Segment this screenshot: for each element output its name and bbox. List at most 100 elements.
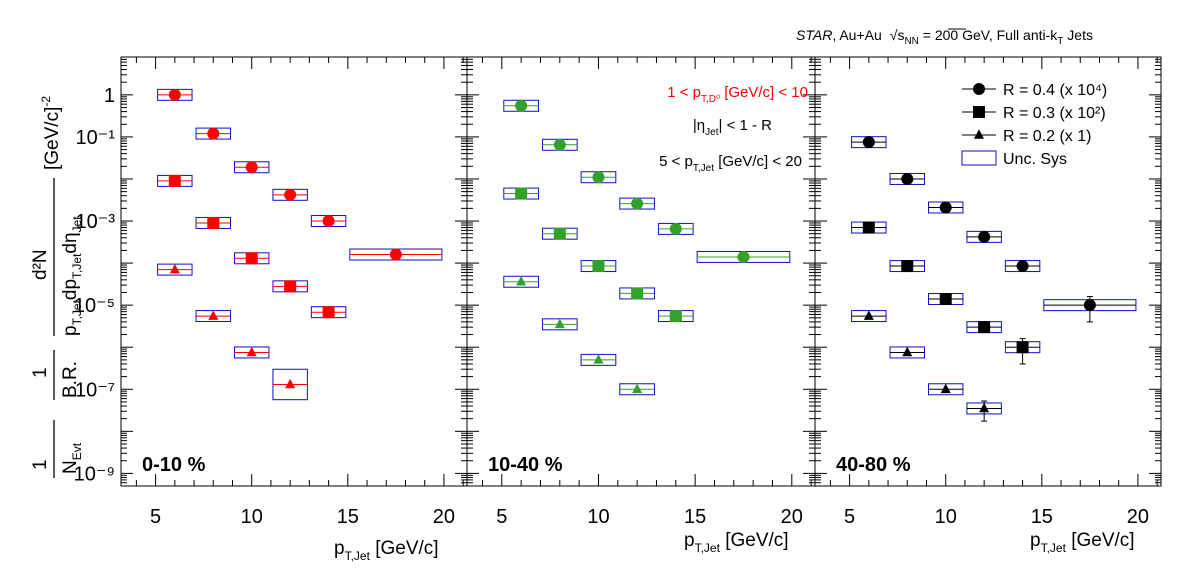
x-tick-label: 20 bbox=[1127, 506, 1149, 528]
x-tick-label: 20 bbox=[781, 506, 803, 528]
x-tick-label: 20 bbox=[433, 506, 455, 528]
x-axis-title-1: pT,Jet [GeV/c] bbox=[334, 538, 439, 563]
svg-text:B.R.: B.R. bbox=[60, 361, 81, 398]
data-point-triangle bbox=[169, 263, 180, 274]
panel-3: 5 10 15 20 40-80 % bbox=[814, 56, 1162, 528]
series-circle bbox=[851, 136, 1137, 323]
y-title-nevt: N bbox=[60, 460, 81, 474]
svg-text:5 < pT,Jet [GeV/c] < 20: 5 < pT,Jet [GeV/c] < 20 bbox=[659, 153, 802, 174]
header-sqrt-symbol: √ bbox=[890, 27, 898, 43]
data-point-square bbox=[669, 310, 682, 323]
y-tick-label: 10⁻¹ bbox=[76, 127, 116, 149]
header-energy-s: s bbox=[897, 27, 904, 43]
svg-text:1: 1 bbox=[30, 459, 51, 470]
data-point-circle bbox=[669, 222, 682, 235]
data-point-circle bbox=[592, 171, 605, 184]
info-line3-sub: T,Jet bbox=[693, 163, 714, 174]
data-point-triangle bbox=[285, 378, 296, 389]
series-triangle bbox=[851, 310, 1002, 422]
data-point-square bbox=[901, 260, 914, 273]
x-tick-label: 10 bbox=[935, 506, 957, 528]
y-title-denom-deta: dη bbox=[60, 232, 81, 253]
y-axis-title: 1 NEvt 1 B.R. d²N pT,JetdpT,JetdηJet [Ge… bbox=[30, 96, 84, 478]
series-square bbox=[503, 187, 694, 323]
data-point-circle bbox=[245, 161, 258, 174]
legend-marker-triangle bbox=[974, 129, 984, 139]
y-tick-label: 10⁻⁷ bbox=[75, 379, 115, 401]
x-tick-label: 5 bbox=[844, 506, 855, 528]
data-point-square bbox=[207, 216, 220, 229]
y-title-one-a: 1 bbox=[30, 459, 51, 470]
legend-item-circle: R = 0.4 (x 10⁴) bbox=[962, 82, 1107, 99]
x-tick-label: 5 bbox=[496, 506, 507, 528]
panel-1: 5 10 15 20 1 10⁻¹ 10⁻³ 10⁻⁵ 10⁻⁷ 10⁻⁹ 0-10 % bbox=[74, 56, 468, 528]
y-tick-label: 1 bbox=[104, 85, 115, 107]
legend-label: R = 0.2 (x 1) bbox=[1003, 128, 1091, 145]
legend-item-box: Unc. Sys bbox=[961, 150, 1067, 168]
svg-text:|ηJet| < 1 - R: |ηJet| < 1 - R bbox=[693, 117, 772, 138]
panel-frame-3 bbox=[814, 56, 1162, 487]
svg-text:1 < pT,D⁰ [GeV/c] < 10: 1 < pT,D⁰ [GeV/c] < 10 bbox=[667, 84, 808, 105]
header-energy-sub: NN bbox=[904, 36, 918, 47]
data-point-triangle bbox=[940, 383, 951, 394]
panel-2: 5 10 15 20 10-40 % bbox=[466, 56, 816, 528]
y-title-nevt-sub: Evt bbox=[70, 442, 84, 460]
series-circle bbox=[503, 99, 791, 263]
header-energy-tail: Jets bbox=[1063, 27, 1093, 43]
x-axis-title-3: pT,Jet [GeV/c] bbox=[1030, 530, 1135, 555]
legend-marker-square bbox=[973, 106, 985, 118]
data-point-square bbox=[978, 321, 991, 334]
svg-text:STAR, Au+Au√sNN = 200 GeV, Ful: STAR, Au+Au √sNN = 200 GeV, Full anti-kT … bbox=[796, 27, 1093, 47]
legend-marker-circle bbox=[973, 83, 985, 95]
info-line2-sub: Jet bbox=[705, 127, 719, 138]
header-system: , Au+Au bbox=[832, 27, 881, 43]
panel-label-1: 0-10 % bbox=[142, 454, 206, 476]
legend-label: R = 0.3 (x 10²) bbox=[1003, 105, 1106, 122]
data-point-circle bbox=[168, 88, 181, 101]
data-point-square bbox=[245, 252, 258, 265]
data-point-triangle bbox=[208, 310, 219, 320]
y-title-br: B.R. bbox=[60, 361, 81, 398]
series-circle bbox=[157, 88, 443, 261]
x-title-sub-2: T,Jet bbox=[695, 541, 721, 555]
svg-text:d²N: d²N bbox=[30, 249, 51, 280]
data-point-circle bbox=[978, 230, 991, 243]
data-point-circle bbox=[862, 136, 875, 149]
data-point-circle bbox=[737, 250, 750, 263]
x-title-p-1: p bbox=[334, 538, 345, 559]
panel-label-2: 10-40 % bbox=[488, 454, 563, 476]
y-title-denom-sub3: Jet bbox=[70, 216, 84, 233]
header-k-sub: T bbox=[1057, 36, 1063, 47]
data-point-triangle bbox=[902, 346, 913, 357]
series-square bbox=[157, 174, 347, 319]
y-title-denom-sub2: T,Jet bbox=[70, 253, 84, 279]
data-point-circle bbox=[553, 138, 566, 151]
y-title-denom-sub: T,Jet bbox=[70, 299, 84, 325]
y-title-denom-p: p bbox=[60, 325, 81, 336]
data-point-circle bbox=[1016, 260, 1029, 273]
legend: R = 0.4 (x 10⁴) R = 0.3 (x 10²) R = 0.2 (x… bbox=[961, 82, 1107, 168]
data-point-circle bbox=[207, 127, 220, 140]
data-point-square bbox=[631, 287, 644, 300]
info-line3-a: 5 < p bbox=[659, 153, 693, 170]
data-point-triangle bbox=[516, 276, 527, 286]
y-title-units-exp: -2 bbox=[39, 96, 53, 107]
info-line1-a: 1 < p bbox=[667, 84, 701, 101]
data-point-circle bbox=[901, 172, 914, 185]
y-title-one-b: 1 bbox=[30, 367, 51, 378]
data-point-triangle bbox=[632, 383, 643, 394]
x-tick-label: 15 bbox=[1031, 506, 1053, 528]
data-point-square bbox=[1016, 341, 1029, 354]
header-energy-value: = 200 GeV, Full anti-k bbox=[919, 27, 1058, 43]
x-title-units-2: [GeV/c] bbox=[720, 530, 789, 551]
info-line1-b: [GeV/c] < 10 bbox=[720, 84, 808, 101]
data-point-triangle bbox=[246, 346, 257, 357]
series-square bbox=[851, 221, 1041, 365]
info-line2-b: | < 1 - R bbox=[719, 117, 773, 134]
series-triangle bbox=[503, 275, 655, 396]
y-title-denom-dp: dp bbox=[60, 279, 81, 300]
data-point-circle bbox=[389, 248, 402, 261]
info-line1-sub: T,D⁰ bbox=[701, 94, 720, 105]
data-point-circle bbox=[284, 188, 297, 201]
data-point-circle bbox=[1083, 299, 1096, 312]
